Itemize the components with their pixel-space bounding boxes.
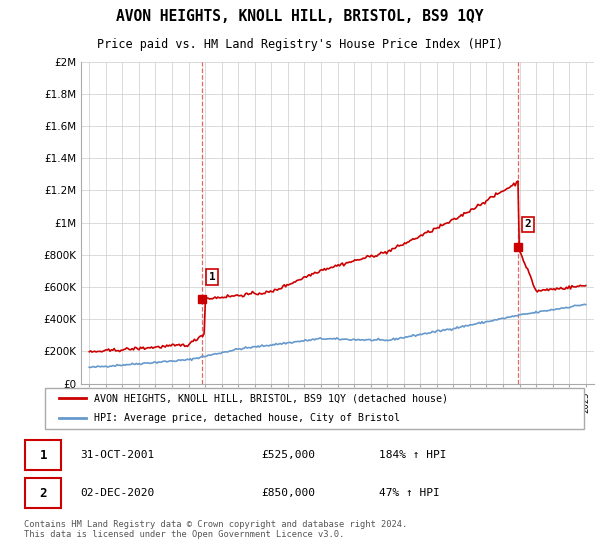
FancyBboxPatch shape <box>25 440 61 470</box>
Text: 1: 1 <box>209 272 215 282</box>
Text: £525,000: £525,000 <box>261 450 315 460</box>
Text: HPI: Average price, detached house, City of Bristol: HPI: Average price, detached house, City… <box>94 413 400 423</box>
Text: Price paid vs. HM Land Registry's House Price Index (HPI): Price paid vs. HM Land Registry's House … <box>97 38 503 51</box>
Text: 47% ↑ HPI: 47% ↑ HPI <box>379 488 440 498</box>
Text: 2: 2 <box>525 220 532 230</box>
FancyBboxPatch shape <box>45 389 584 429</box>
Text: £850,000: £850,000 <box>261 488 315 498</box>
Text: 02-DEC-2020: 02-DEC-2020 <box>80 488 155 498</box>
Text: 1: 1 <box>40 449 47 461</box>
Text: AVON HEIGHTS, KNOLL HILL, BRISTOL, BS9 1QY (detached house): AVON HEIGHTS, KNOLL HILL, BRISTOL, BS9 1… <box>94 393 448 403</box>
Text: 31-OCT-2001: 31-OCT-2001 <box>80 450 155 460</box>
Text: 184% ↑ HPI: 184% ↑ HPI <box>379 450 447 460</box>
FancyBboxPatch shape <box>25 478 61 508</box>
Text: 2: 2 <box>40 487 47 500</box>
Text: Contains HM Land Registry data © Crown copyright and database right 2024.
This d: Contains HM Land Registry data © Crown c… <box>24 520 407 539</box>
Text: AVON HEIGHTS, KNOLL HILL, BRISTOL, BS9 1QY: AVON HEIGHTS, KNOLL HILL, BRISTOL, BS9 1… <box>116 9 484 24</box>
